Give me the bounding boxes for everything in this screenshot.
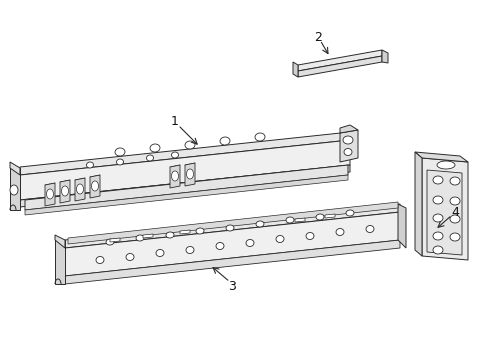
Ellipse shape	[450, 233, 460, 241]
Polygon shape	[427, 170, 462, 255]
Ellipse shape	[306, 233, 314, 239]
Ellipse shape	[433, 196, 443, 204]
Ellipse shape	[87, 162, 94, 168]
Ellipse shape	[172, 152, 178, 158]
Ellipse shape	[166, 232, 174, 238]
Ellipse shape	[344, 149, 352, 156]
Polygon shape	[422, 158, 468, 260]
Ellipse shape	[156, 249, 164, 257]
Ellipse shape	[76, 184, 83, 194]
Polygon shape	[10, 162, 20, 175]
Polygon shape	[415, 152, 422, 256]
Ellipse shape	[187, 169, 194, 179]
Ellipse shape	[450, 177, 460, 185]
Ellipse shape	[450, 215, 460, 223]
Ellipse shape	[96, 256, 104, 264]
Ellipse shape	[246, 239, 254, 247]
Polygon shape	[293, 62, 298, 77]
Ellipse shape	[115, 148, 125, 156]
Polygon shape	[185, 163, 195, 186]
Ellipse shape	[47, 189, 53, 199]
Polygon shape	[25, 175, 348, 215]
Polygon shape	[75, 178, 85, 201]
Text: 1: 1	[171, 114, 179, 127]
Polygon shape	[60, 180, 70, 203]
Polygon shape	[65, 240, 400, 284]
Ellipse shape	[437, 161, 455, 169]
Polygon shape	[20, 132, 350, 175]
Ellipse shape	[136, 235, 144, 241]
Ellipse shape	[255, 133, 265, 141]
Ellipse shape	[126, 253, 134, 261]
Text: 4: 4	[451, 206, 459, 219]
Ellipse shape	[276, 235, 284, 243]
Polygon shape	[55, 240, 65, 284]
Polygon shape	[382, 50, 388, 63]
Ellipse shape	[316, 214, 324, 220]
Polygon shape	[45, 183, 55, 206]
Polygon shape	[110, 238, 120, 242]
Ellipse shape	[106, 239, 114, 245]
Ellipse shape	[147, 155, 153, 161]
Polygon shape	[143, 234, 153, 238]
Polygon shape	[65, 204, 400, 248]
Ellipse shape	[186, 247, 194, 253]
Ellipse shape	[450, 197, 460, 205]
Ellipse shape	[185, 141, 195, 149]
Ellipse shape	[216, 243, 224, 249]
Ellipse shape	[226, 225, 234, 231]
Ellipse shape	[433, 176, 443, 184]
Ellipse shape	[366, 225, 374, 233]
Ellipse shape	[433, 246, 443, 254]
Ellipse shape	[256, 221, 264, 227]
Ellipse shape	[433, 214, 443, 222]
Ellipse shape	[286, 217, 294, 223]
Ellipse shape	[172, 171, 178, 181]
Polygon shape	[170, 165, 180, 188]
Polygon shape	[340, 125, 358, 133]
Polygon shape	[180, 230, 190, 234]
Polygon shape	[298, 56, 382, 77]
Polygon shape	[298, 50, 382, 71]
Text: 3: 3	[228, 280, 236, 293]
Polygon shape	[415, 152, 468, 162]
Ellipse shape	[150, 144, 160, 152]
Polygon shape	[10, 168, 20, 210]
Polygon shape	[340, 130, 358, 162]
Text: 2: 2	[314, 31, 322, 44]
Ellipse shape	[343, 136, 353, 144]
Polygon shape	[20, 165, 350, 207]
Polygon shape	[398, 204, 406, 248]
Ellipse shape	[10, 185, 18, 195]
Polygon shape	[295, 218, 305, 222]
Polygon shape	[65, 212, 400, 276]
Ellipse shape	[92, 181, 98, 191]
Polygon shape	[25, 165, 348, 210]
Ellipse shape	[196, 228, 204, 234]
Polygon shape	[55, 235, 65, 248]
Ellipse shape	[336, 229, 344, 235]
Ellipse shape	[117, 159, 123, 165]
Ellipse shape	[346, 210, 354, 216]
Polygon shape	[68, 202, 398, 244]
Ellipse shape	[62, 186, 69, 196]
Polygon shape	[325, 214, 335, 218]
Polygon shape	[90, 175, 100, 198]
Ellipse shape	[220, 137, 230, 145]
Ellipse shape	[433, 232, 443, 240]
Polygon shape	[20, 140, 350, 200]
